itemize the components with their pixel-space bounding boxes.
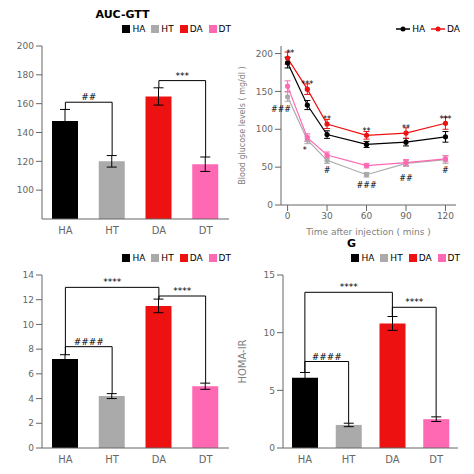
svg-text:DT: DT	[199, 225, 214, 236]
svg-text:200: 200	[256, 49, 273, 59]
svg-text:HA: HA	[58, 225, 73, 236]
html-text:DT: DT	[218, 253, 231, 263]
html-text:DA: DA	[189, 24, 203, 34]
svg-text:10: 10	[23, 320, 35, 330]
svg-text:0: 0	[269, 443, 275, 453]
html-text:AUC-GTT: AUC-GTT	[95, 8, 150, 21]
svg-text:Time after injection ( mins ): Time after injection ( mins )	[305, 227, 431, 237]
svg-text:120: 120	[17, 157, 34, 167]
svg-text:**: **	[363, 127, 371, 136]
svg-text:****: ****	[173, 286, 192, 296]
svg-text:6: 6	[28, 369, 34, 379]
svg-text:HOMA-IR: HOMA-IR	[237, 339, 248, 383]
svg-text:##: ##	[399, 174, 413, 183]
svg-text:140: 140	[17, 128, 34, 138]
svg-text:#: #	[324, 166, 331, 175]
svg-text:****: ****	[405, 297, 424, 307]
svg-text:DA: DA	[152, 454, 167, 465]
svg-text:###: ###	[271, 105, 291, 114]
svg-text:4: 4	[28, 394, 34, 404]
svg-text:12: 12	[23, 295, 34, 305]
svg-text:####: ####	[312, 352, 342, 362]
html-text:HT: HT	[161, 253, 174, 263]
svg-text:100: 100	[256, 124, 273, 134]
svg-text:5: 5	[269, 386, 275, 396]
svg-text:*: *	[303, 146, 307, 155]
svg-text:***: ***	[301, 80, 313, 89]
svg-text:HA: HA	[58, 454, 73, 465]
svg-text:DA: DA	[385, 454, 400, 465]
html-text:HT: HT	[161, 24, 174, 34]
svg-text:HT: HT	[342, 454, 357, 465]
svg-text:****: ****	[340, 282, 359, 292]
svg-text:HT: HT	[105, 454, 120, 465]
svg-text:****: ****	[103, 277, 122, 287]
svg-text:0: 0	[267, 200, 273, 210]
svg-text:HA: HA	[298, 454, 313, 465]
html-text:HA: HA	[361, 253, 375, 263]
svg-text:200: 200	[17, 41, 34, 51]
svg-text:14: 14	[23, 270, 35, 280]
svg-text:DA: DA	[152, 225, 167, 236]
html-text:HT: HT	[390, 253, 403, 263]
svg-text:120: 120	[437, 211, 454, 221]
svg-text:**: **	[402, 124, 410, 133]
svg-text:30: 30	[321, 211, 333, 221]
svg-text:**: **	[323, 115, 331, 124]
svg-text:0: 0	[285, 211, 291, 221]
svg-text:10: 10	[264, 328, 276, 338]
svg-text:90: 90	[400, 211, 412, 221]
svg-text:150: 150	[256, 87, 273, 97]
html-text:HA: HA	[412, 24, 426, 34]
svg-text:2: 2	[28, 418, 34, 428]
html-text:DT: DT	[447, 253, 460, 263]
svg-text:60: 60	[361, 211, 373, 221]
html-text:HA: HA	[132, 253, 146, 263]
svg-text:100: 100	[17, 185, 34, 195]
svg-text:***: ***	[176, 71, 190, 81]
html-text:DA: DA	[447, 24, 460, 34]
svg-text:####: ####	[74, 337, 104, 347]
svg-text:8: 8	[28, 344, 34, 354]
svg-text:**: **	[286, 49, 294, 58]
svg-text:DT: DT	[429, 454, 444, 465]
svg-text:50: 50	[262, 162, 274, 172]
svg-text:##: ##	[81, 92, 96, 102]
svg-text:15: 15	[264, 270, 275, 280]
html-text:G: G	[347, 237, 356, 250]
svg-text:HT: HT	[105, 225, 120, 236]
svg-text:160: 160	[17, 99, 34, 109]
svg-text:180: 180	[17, 70, 34, 80]
svg-text:0: 0	[28, 443, 34, 453]
html-text:DA: DA	[418, 253, 432, 263]
svg-text:#: #	[442, 166, 449, 175]
svg-text:DT: DT	[199, 454, 214, 465]
html-text:DA: DA	[189, 253, 203, 263]
svg-text:###: ###	[356, 181, 376, 190]
svg-text:***: ***	[439, 115, 451, 124]
html-text:DT: DT	[218, 24, 231, 34]
html-text:HA: HA	[132, 24, 146, 34]
svg-text:Blood glucose levels ( mg/dl ): Blood glucose levels ( mg/dl )	[238, 66, 247, 184]
